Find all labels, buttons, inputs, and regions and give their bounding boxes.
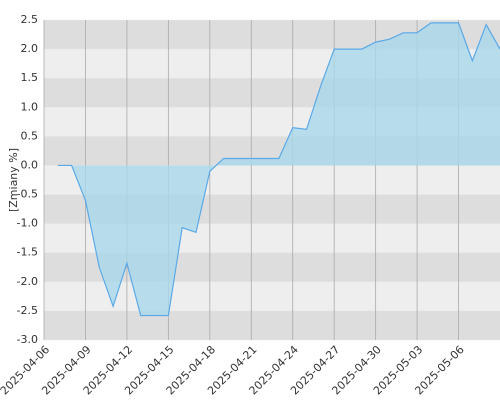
y-axis-label: [Zmiany %]	[7, 148, 20, 212]
y-tick-label: 2.5	[21, 13, 39, 26]
y-tick-label: -1.5	[17, 246, 38, 259]
y-tick-label: 1.0	[21, 100, 39, 113]
y-tick-label: -2.5	[17, 304, 38, 317]
line	[57, 22, 500, 317]
area	[57, 22, 500, 316]
y-tick-label: 1.5	[21, 71, 39, 84]
y-tick-label: -0.5	[17, 188, 38, 201]
y-tick-label: 0.0	[21, 158, 39, 171]
grid-band	[44, 310, 500, 340]
y-tick-label: -3.0	[17, 333, 38, 346]
y-tick-label: 2.0	[21, 42, 39, 55]
y-tick-label: -2.0	[17, 275, 38, 288]
y-tick-label: -1.0	[17, 217, 38, 230]
y-tick-label: 0.5	[21, 129, 39, 142]
